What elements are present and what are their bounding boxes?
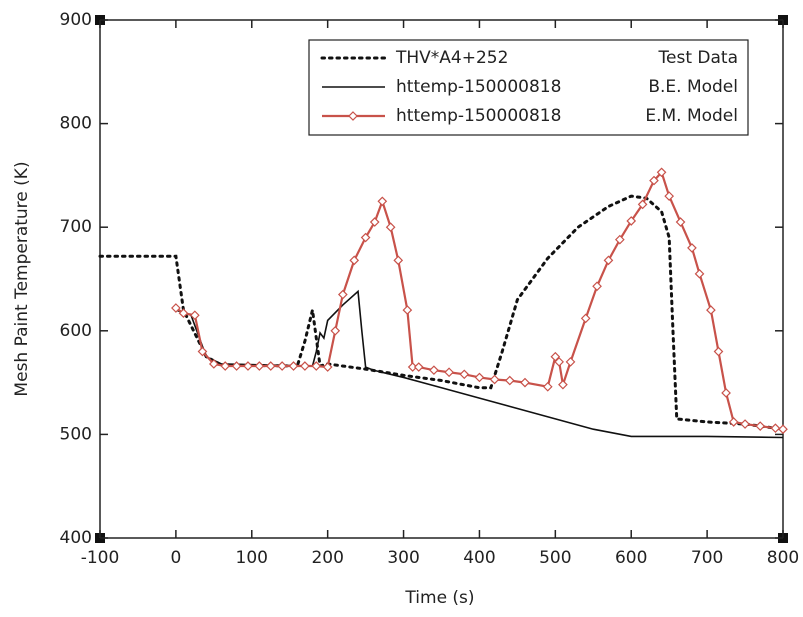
marker xyxy=(721,388,731,398)
marker xyxy=(649,175,659,186)
marker xyxy=(675,217,686,227)
marker xyxy=(208,359,219,369)
legend-description: B.E. Model xyxy=(648,77,738,97)
legend-label: httemp-150000818 xyxy=(396,106,561,126)
marker xyxy=(520,377,530,388)
marker xyxy=(444,367,454,378)
marker xyxy=(565,357,576,367)
marker xyxy=(778,424,788,435)
marker xyxy=(231,361,242,371)
y-tick-label: 800 xyxy=(60,114,92,134)
marker xyxy=(459,369,470,380)
y-tick-label: 900 xyxy=(60,10,92,30)
marker xyxy=(349,255,360,266)
y-tick-label: 700 xyxy=(60,217,92,237)
marker xyxy=(393,255,404,266)
x-tick-label: 300 xyxy=(387,548,419,568)
x-tick-label: 200 xyxy=(311,548,343,568)
legend-description: E.M. Model xyxy=(645,106,738,126)
series-line xyxy=(175,170,784,431)
marker xyxy=(330,325,341,336)
marker xyxy=(243,361,253,371)
marker xyxy=(554,357,564,367)
marker xyxy=(626,216,637,226)
x-tick-label: 500 xyxy=(539,548,571,568)
marker xyxy=(385,222,396,233)
series-line xyxy=(98,194,785,431)
x-tick-label: 0 xyxy=(170,548,181,568)
y-tick-label: 500 xyxy=(60,424,92,444)
x-axis-label: Time (s) xyxy=(404,588,474,608)
marker xyxy=(603,255,614,266)
marker xyxy=(728,417,739,427)
marker xyxy=(369,217,380,227)
marker xyxy=(592,281,602,292)
marker xyxy=(197,346,208,357)
marker xyxy=(337,289,348,300)
marker xyxy=(558,379,568,390)
series-line xyxy=(175,289,784,439)
marker xyxy=(190,310,200,321)
marker xyxy=(687,243,697,253)
plot-frame xyxy=(99,19,784,539)
marker xyxy=(656,167,667,178)
marker xyxy=(300,361,310,371)
x-tick-label: -100 xyxy=(81,548,120,568)
marker xyxy=(504,375,515,386)
marker xyxy=(740,419,750,429)
legend-marker xyxy=(348,111,358,121)
marker xyxy=(489,374,500,385)
marker xyxy=(322,362,333,372)
marker xyxy=(580,313,591,324)
y-tick-label: 400 xyxy=(60,528,92,548)
marker xyxy=(377,196,388,207)
marker xyxy=(474,372,485,383)
x-tick-label: 600 xyxy=(615,548,647,568)
marker xyxy=(550,351,561,362)
marker xyxy=(637,199,648,210)
marker xyxy=(178,308,189,319)
marker xyxy=(288,361,299,371)
x-tick-label: 800 xyxy=(767,548,799,568)
marker xyxy=(542,381,553,392)
marker xyxy=(254,361,265,371)
x-tick-label: 400 xyxy=(463,548,495,568)
marker xyxy=(770,423,781,434)
marker xyxy=(706,305,716,315)
marker xyxy=(360,232,371,243)
marker xyxy=(277,361,287,371)
x-tick-label: 100 xyxy=(236,548,268,568)
y-tick-label: 600 xyxy=(60,321,92,341)
marker xyxy=(171,303,181,313)
x-tick-label: 700 xyxy=(691,548,723,568)
marker xyxy=(402,305,413,315)
legend-label: THV*A4+252 xyxy=(395,48,508,68)
y-axis-label: Mesh Paint Temperature (K) xyxy=(12,161,32,396)
legend-description: Test Data xyxy=(658,48,738,68)
marker xyxy=(664,191,675,201)
marker xyxy=(713,346,724,357)
marker xyxy=(311,361,322,371)
marker xyxy=(694,268,705,279)
marker xyxy=(220,361,231,371)
marker xyxy=(429,365,439,376)
legend-label: httemp-150000818 xyxy=(396,77,561,97)
marker xyxy=(614,234,625,245)
marker xyxy=(265,361,276,371)
marker xyxy=(755,421,766,431)
marker xyxy=(413,362,424,372)
